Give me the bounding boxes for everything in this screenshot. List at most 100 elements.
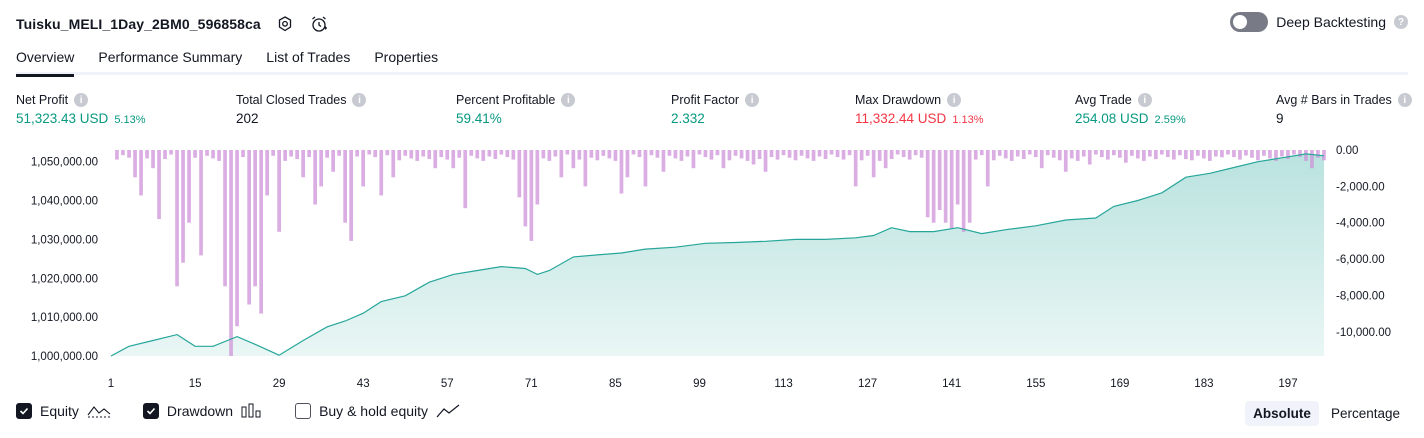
metric-avg-bars-in-trades: Avg # Bars in Trades i 9: [1276, 93, 1412, 126]
metric-label: Net Profit: [16, 93, 69, 107]
drawdown-bar: [1304, 150, 1308, 161]
tab-overview[interactable]: Overview: [16, 46, 75, 77]
legend-equity-label: Equity: [40, 403, 79, 419]
drawdown-bar: [625, 150, 630, 178]
drawdown-bar: [367, 150, 372, 155]
drawdown-bar: [1154, 150, 1158, 160]
drawdown-bar: [853, 150, 858, 187]
drawdown-bar: [1075, 150, 1080, 161]
info-icon[interactable]: i: [745, 93, 760, 107]
drawdown-bar: [505, 150, 510, 158]
equity-checkbox[interactable]: [16, 403, 32, 419]
metric-percent: 1.13%: [952, 114, 984, 126]
drawdown-bar: [571, 150, 576, 169]
drawdown-bar: [1208, 150, 1212, 161]
drawdown-bar: [715, 150, 720, 156]
drawdown-bar: [1184, 150, 1188, 160]
drawdown-bar: [919, 150, 924, 158]
drawdown-bar: [127, 150, 131, 158]
x-axis-tick: 85: [609, 378, 622, 390]
drawdown-bar: [1196, 150, 1200, 156]
metric-label: Total Closed Trades: [236, 93, 347, 107]
right-axis-tick: -2,000.00: [1336, 181, 1385, 193]
metric-max-drawdown: Max Drawdown i 11,332.44 USD 1.13%: [855, 93, 984, 126]
drawdown-bar: [907, 150, 912, 160]
drawdown-bar: [205, 150, 209, 156]
drawdown-bar: [169, 150, 173, 155]
drawdown-bar: [955, 150, 960, 205]
drawdown-bar: [355, 150, 359, 157]
drawdown-bar: [949, 150, 954, 229]
info-icon[interactable]: i: [74, 93, 89, 107]
info-icon[interactable]: i: [561, 93, 576, 107]
tab-list-of-trades[interactable]: List of Trades: [266, 49, 351, 65]
drawdown-bar: [877, 150, 882, 161]
metric-label: Percent Profitable: [456, 93, 556, 107]
drawdown-bar: [835, 150, 840, 158]
tab-performance-summary[interactable]: Performance Summary: [98, 49, 243, 65]
drawdown-bar: [967, 150, 972, 223]
drawdown-bar: [973, 150, 978, 160]
drawdown-bar: [403, 150, 408, 156]
metric-value: 9: [1276, 111, 1284, 126]
deep-backtesting-control: Deep Backtesting ?: [1230, 12, 1408, 32]
metric-label: Avg # Bars in Trades: [1276, 93, 1392, 107]
legend-drawdown[interactable]: Drawdown: [142, 403, 263, 419]
tab-properties[interactable]: Properties: [374, 49, 439, 65]
drawdown-bar: [793, 150, 798, 161]
percentage-button[interactable]: Percentage: [1330, 406, 1400, 421]
equity-drawdown-chart[interactable]: 1,050,000.00 1,040,000.00 1,030,000.00 1,02…: [0, 140, 1424, 395]
drawdown-bar: [157, 150, 161, 220]
info-icon[interactable]: i: [1137, 93, 1152, 107]
info-icon[interactable]: i: [1397, 93, 1412, 107]
legend-buy-hold[interactable]: Buy & hold equity: [295, 403, 460, 419]
drawdown-bar: [985, 150, 990, 187]
right-axis-tick: -10,000.00: [1336, 327, 1391, 339]
drawdown-bar: [1033, 150, 1038, 158]
help-icon[interactable]: ?: [1394, 15, 1408, 29]
info-icon[interactable]: i: [352, 93, 367, 107]
drawdown-bar: [1094, 150, 1098, 155]
drawdown-bar: [325, 150, 329, 158]
drawdown-bar: [979, 150, 984, 156]
settings-icon[interactable]: [275, 14, 295, 34]
drawdown-bar: [1130, 150, 1134, 156]
drawdown-bar: [523, 150, 528, 227]
drawdown-bar: [913, 150, 918, 156]
drawdown-bar: [493, 150, 498, 159]
drawdown-bar: [1238, 150, 1242, 160]
metric-value: 254.08 USD: [1075, 111, 1149, 126]
drawdown-bar: [1220, 150, 1224, 158]
drawdown-bar: [1232, 150, 1236, 158]
drawdown-bar: [139, 150, 143, 196]
drawdown-bar: [1148, 150, 1152, 157]
drawdown-bar: [1172, 150, 1176, 160]
drawdown-bar: [199, 150, 203, 256]
drawdown-bar: [349, 150, 353, 241]
drawdown-bar: [343, 150, 347, 223]
drawdown-bar: [247, 150, 251, 305]
drawdown-bar: [1106, 150, 1110, 160]
drawdown-bar: [895, 150, 900, 155]
drawdown-bar: [553, 150, 558, 157]
buy-hold-checkbox[interactable]: [295, 403, 312, 419]
drawdown-bar: [1069, 150, 1074, 159]
drawdown-bar: [1316, 150, 1320, 158]
drawdown-bar: [673, 150, 678, 159]
legend-equity[interactable]: Equity: [16, 403, 111, 419]
drawdown-bar: [805, 150, 810, 159]
info-icon[interactable]: i: [947, 93, 962, 107]
deep-backtesting-toggle[interactable]: [1230, 12, 1269, 32]
drawdown-bar: [1310, 150, 1314, 169]
drawdown-bar: [295, 150, 299, 159]
drawdown-bar: [1081, 150, 1086, 157]
drawdown-bar: [1256, 150, 1260, 161]
drawdown-bar: [733, 150, 738, 156]
drawdown-bar: [595, 150, 600, 161]
add-alert-icon[interactable]: [309, 14, 329, 34]
drawdown-bar: [1045, 150, 1050, 156]
drawdown-bar: [1027, 150, 1032, 155]
drawdown-checkbox[interactable]: [142, 403, 159, 419]
drawdown-bar: [337, 150, 341, 156]
absolute-button[interactable]: Absolute: [1245, 401, 1319, 426]
